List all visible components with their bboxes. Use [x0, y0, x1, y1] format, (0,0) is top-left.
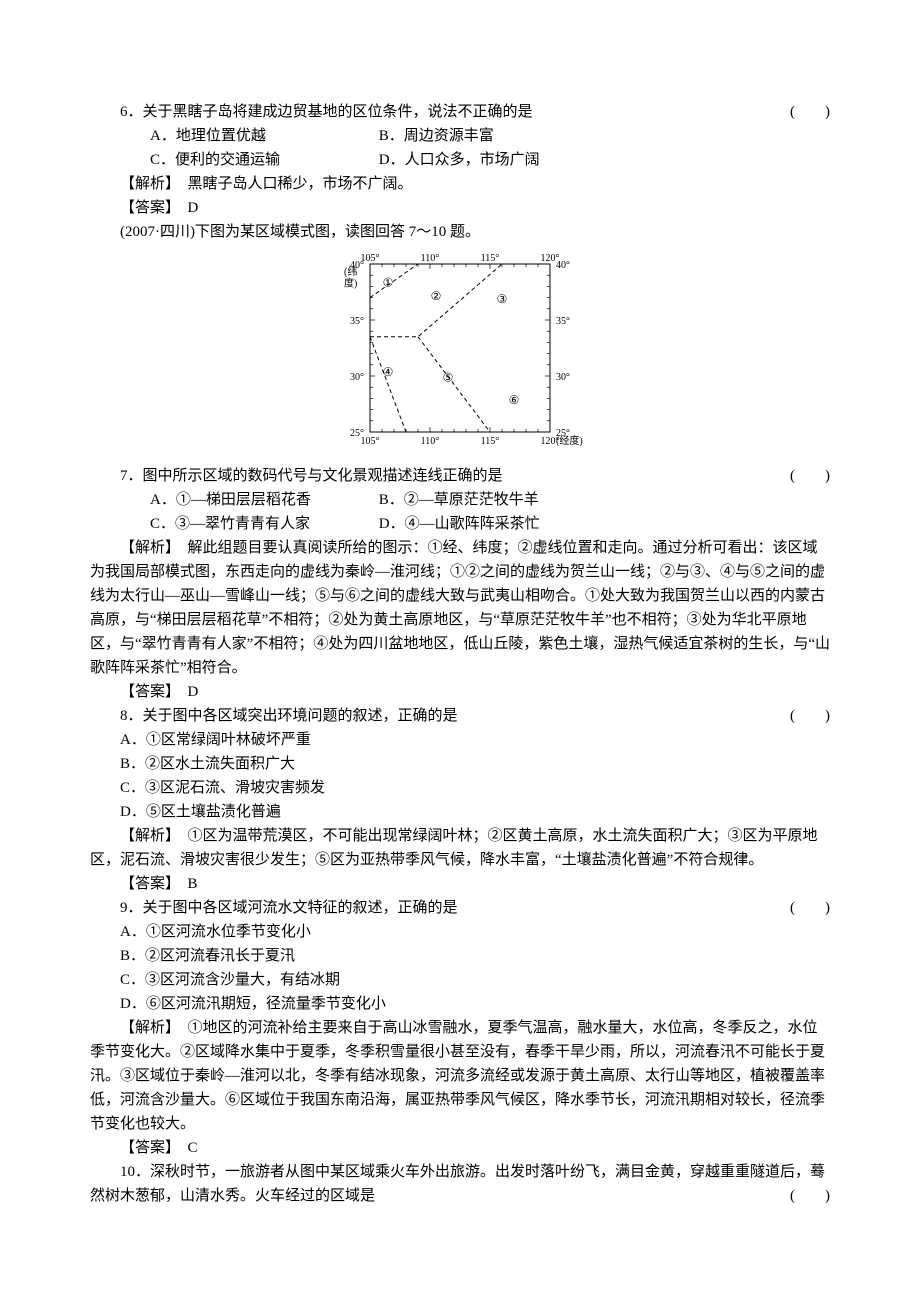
q10-stem-text: 10．深秋时节，一旅游者从图中某区域乘火车外出旅游。出发时落叶纷飞，满目金黄，穿… — [90, 1164, 825, 1204]
q7-optC: C．③—翠竹青青有人家 — [120, 512, 345, 536]
q6-stem-text: 6．关于黑瞎子岛将建成边贸基地的区位条件，说法不正确的是 — [120, 104, 533, 120]
svg-text:⑤: ⑤ — [443, 371, 454, 385]
q6-opts-row2: C．便利的交通运输 D．人口众多，市场广阔 — [90, 148, 830, 172]
q8-ans-text: B — [188, 876, 198, 892]
q8-stem: 8．关于图中各区域突出环境问题的叙述，正确的是 ( ) — [90, 704, 830, 728]
q9-ans-label: 【答案】 — [120, 1140, 188, 1156]
svg-text:30°: 30° — [556, 372, 570, 383]
q7-opts-row2: C．③—翠竹青青有人家 D．④—山歌阵阵采茶忙 — [90, 512, 830, 536]
q8-optB: B．②区水土流失面积广大 — [120, 756, 295, 772]
q6-stem: 6．关于黑瞎子岛将建成边贸基地的区位条件，说法不正确的是 ( ) — [90, 100, 830, 124]
svg-text:40°: 40° — [556, 260, 570, 271]
svg-text:②: ② — [431, 289, 442, 303]
q10-stem: 10．深秋时节，一旅游者从图中某区域乘火车外出旅游。出发时落叶纷飞，满目金黄，穿… — [90, 1160, 830, 1208]
q8-expl-text: ①区为温带荒漠区，不可能出现常绿阔叶林；②区黄土高原，水土流失面积广大；③区为平… — [90, 828, 818, 868]
q6-paren: ( ) — [760, 100, 830, 124]
q9-optB: B．②区河流春汛长于夏汛 — [120, 948, 295, 964]
svg-text:度): 度) — [344, 276, 357, 289]
q9-optA: A．①区河流水位季节变化小 — [120, 924, 311, 940]
q8-optB-row: B．②区水土流失面积广大 — [90, 752, 830, 776]
q9-expl: 【解析】 ①地区的河流补给主要来自于高山冰雪融水，夏季气温高，融水量大，水位高，… — [90, 1016, 830, 1136]
q7-optA: A．①—梯田层层稻花香 — [120, 488, 345, 512]
q6-expl-label: 【解析】 — [120, 176, 188, 192]
q9-optB-row: B．②区河流春汛长于夏汛 — [90, 944, 830, 968]
q8-optD-row: D．⑤区土壤盐渍化普遍 — [90, 800, 830, 824]
q6-opts-row1: A．地理位置优越 B．周边资源丰富 — [90, 124, 830, 148]
q7-stem: 7．图中所示区域的数码代号与文化景观描述连线正确的是 ( ) — [90, 464, 830, 488]
q7-ans-text: D — [188, 684, 199, 700]
region-svg: 105°105°110°110°115°115°120°120°25°25°30… — [330, 250, 590, 450]
q9-optC-row: C．③区河流含沙量大，有结冰期 — [90, 968, 830, 992]
q7-ans-label: 【答案】 — [120, 684, 188, 700]
q6-optC: C．便利的交通运输 — [120, 148, 345, 172]
region-chart: 105°105°110°110°115°115°120°120°25°25°30… — [90, 250, 830, 458]
q6-optD: D．人口众多，市场广阔 — [349, 148, 574, 172]
svg-text:110°: 110° — [421, 253, 440, 264]
svg-text:35°: 35° — [350, 316, 364, 327]
svg-text:(纬: (纬 — [344, 265, 357, 278]
q6-ans-label: 【答案】 — [120, 200, 188, 216]
svg-text:⑥: ⑥ — [509, 393, 520, 407]
q8-optA-row: A．①区常绿阔叶林破坏严重 — [90, 728, 830, 752]
q6-expl: 【解析】 黑瞎子岛人口稀少，市场不广阔。 — [90, 172, 830, 196]
svg-text:115°: 115° — [481, 436, 500, 447]
q9-stem-text: 9．关于图中各区域河流水文特征的叙述，正确的是 — [120, 900, 458, 916]
svg-text:(经度): (经度) — [556, 434, 583, 447]
intro-7-10: (2007·四川)下图为某区域模式图，读图回答 7～10 题。 — [90, 220, 830, 244]
svg-text:110°: 110° — [421, 436, 440, 447]
svg-text:25°: 25° — [350, 428, 364, 439]
q7-optB: B．②—草原茫茫牧牛羊 — [349, 488, 574, 512]
q8-ans: 【答案】 B — [90, 872, 830, 896]
svg-text:115°: 115° — [481, 253, 500, 264]
q9-expl-text: ①地区的河流补给主要来自于高山冰雪融水，夏季气温高，融水量大，水位高，冬季反之，… — [90, 1020, 825, 1132]
q8-optC: C．③区泥石流、滑坡灾害频发 — [120, 780, 325, 796]
q7-ans: 【答案】 D — [90, 680, 830, 704]
q7-expl-text: 解此组题目要认真阅读所给的图示：①经、纬度；②虚线位置和走向。通过分析可看出：该… — [90, 540, 830, 676]
q8-optD: D．⑤区土壤盐渍化普遍 — [120, 804, 281, 820]
q7-optD: D．④—山歌阵阵采茶忙 — [349, 512, 574, 536]
svg-text:①: ① — [383, 275, 394, 289]
q6-ans-text: D — [188, 200, 199, 216]
q7-opts-row1: A．①—梯田层层稻花香 B．②—草原茫茫牧牛羊 — [90, 488, 830, 512]
q7-expl: 【解析】 解此组题目要认真阅读所给的图示：①经、纬度；②虚线位置和走向。通过分析… — [90, 536, 830, 680]
q6-optA: A．地理位置优越 — [120, 124, 345, 148]
q9-paren: ( ) — [760, 896, 830, 920]
svg-text:35°: 35° — [556, 316, 570, 327]
q10-paren: ( ) — [760, 1184, 830, 1208]
q8-expl-label: 【解析】 — [120, 828, 188, 844]
q6-ans: 【答案】 D — [90, 196, 830, 220]
q9-optD-row: D．⑥区河流汛期短，径流量季节变化小 — [90, 992, 830, 1016]
q9-ans: 【答案】 C — [90, 1136, 830, 1160]
q6-optB: B．周边资源丰富 — [349, 124, 574, 148]
svg-text:④: ④ — [383, 365, 394, 379]
q9-expl-label: 【解析】 — [120, 1020, 188, 1036]
svg-text:30°: 30° — [350, 372, 364, 383]
q7-paren: ( ) — [760, 464, 830, 488]
q7-stem-text: 7．图中所示区域的数码代号与文化景观描述连线正确的是 — [120, 468, 503, 484]
q8-ans-label: 【答案】 — [120, 876, 188, 892]
q9-optD: D．⑥区河流汛期短，径流量季节变化小 — [120, 996, 386, 1012]
q9-stem: 9．关于图中各区域河流水文特征的叙述，正确的是 ( ) — [90, 896, 830, 920]
q8-optA: A．①区常绿阔叶林破坏严重 — [120, 732, 311, 748]
q9-optC: C．③区河流含沙量大，有结冰期 — [120, 972, 340, 988]
q9-optA-row: A．①区河流水位季节变化小 — [90, 920, 830, 944]
q8-stem-text: 8．关于图中各区域突出环境问题的叙述，正确的是 — [120, 708, 458, 724]
q8-optC-row: C．③区泥石流、滑坡灾害频发 — [90, 776, 830, 800]
q8-paren: ( ) — [760, 704, 830, 728]
q6-expl-text: 黑瞎子岛人口稀少，市场不广阔。 — [188, 176, 413, 192]
q7-expl-label: 【解析】 — [120, 540, 188, 556]
q8-expl: 【解析】 ①区为温带荒漠区，不可能出现常绿阔叶林；②区黄土高原，水土流失面积广大… — [90, 824, 830, 872]
svg-text:③: ③ — [497, 292, 508, 306]
q9-ans-text: C — [188, 1140, 198, 1156]
